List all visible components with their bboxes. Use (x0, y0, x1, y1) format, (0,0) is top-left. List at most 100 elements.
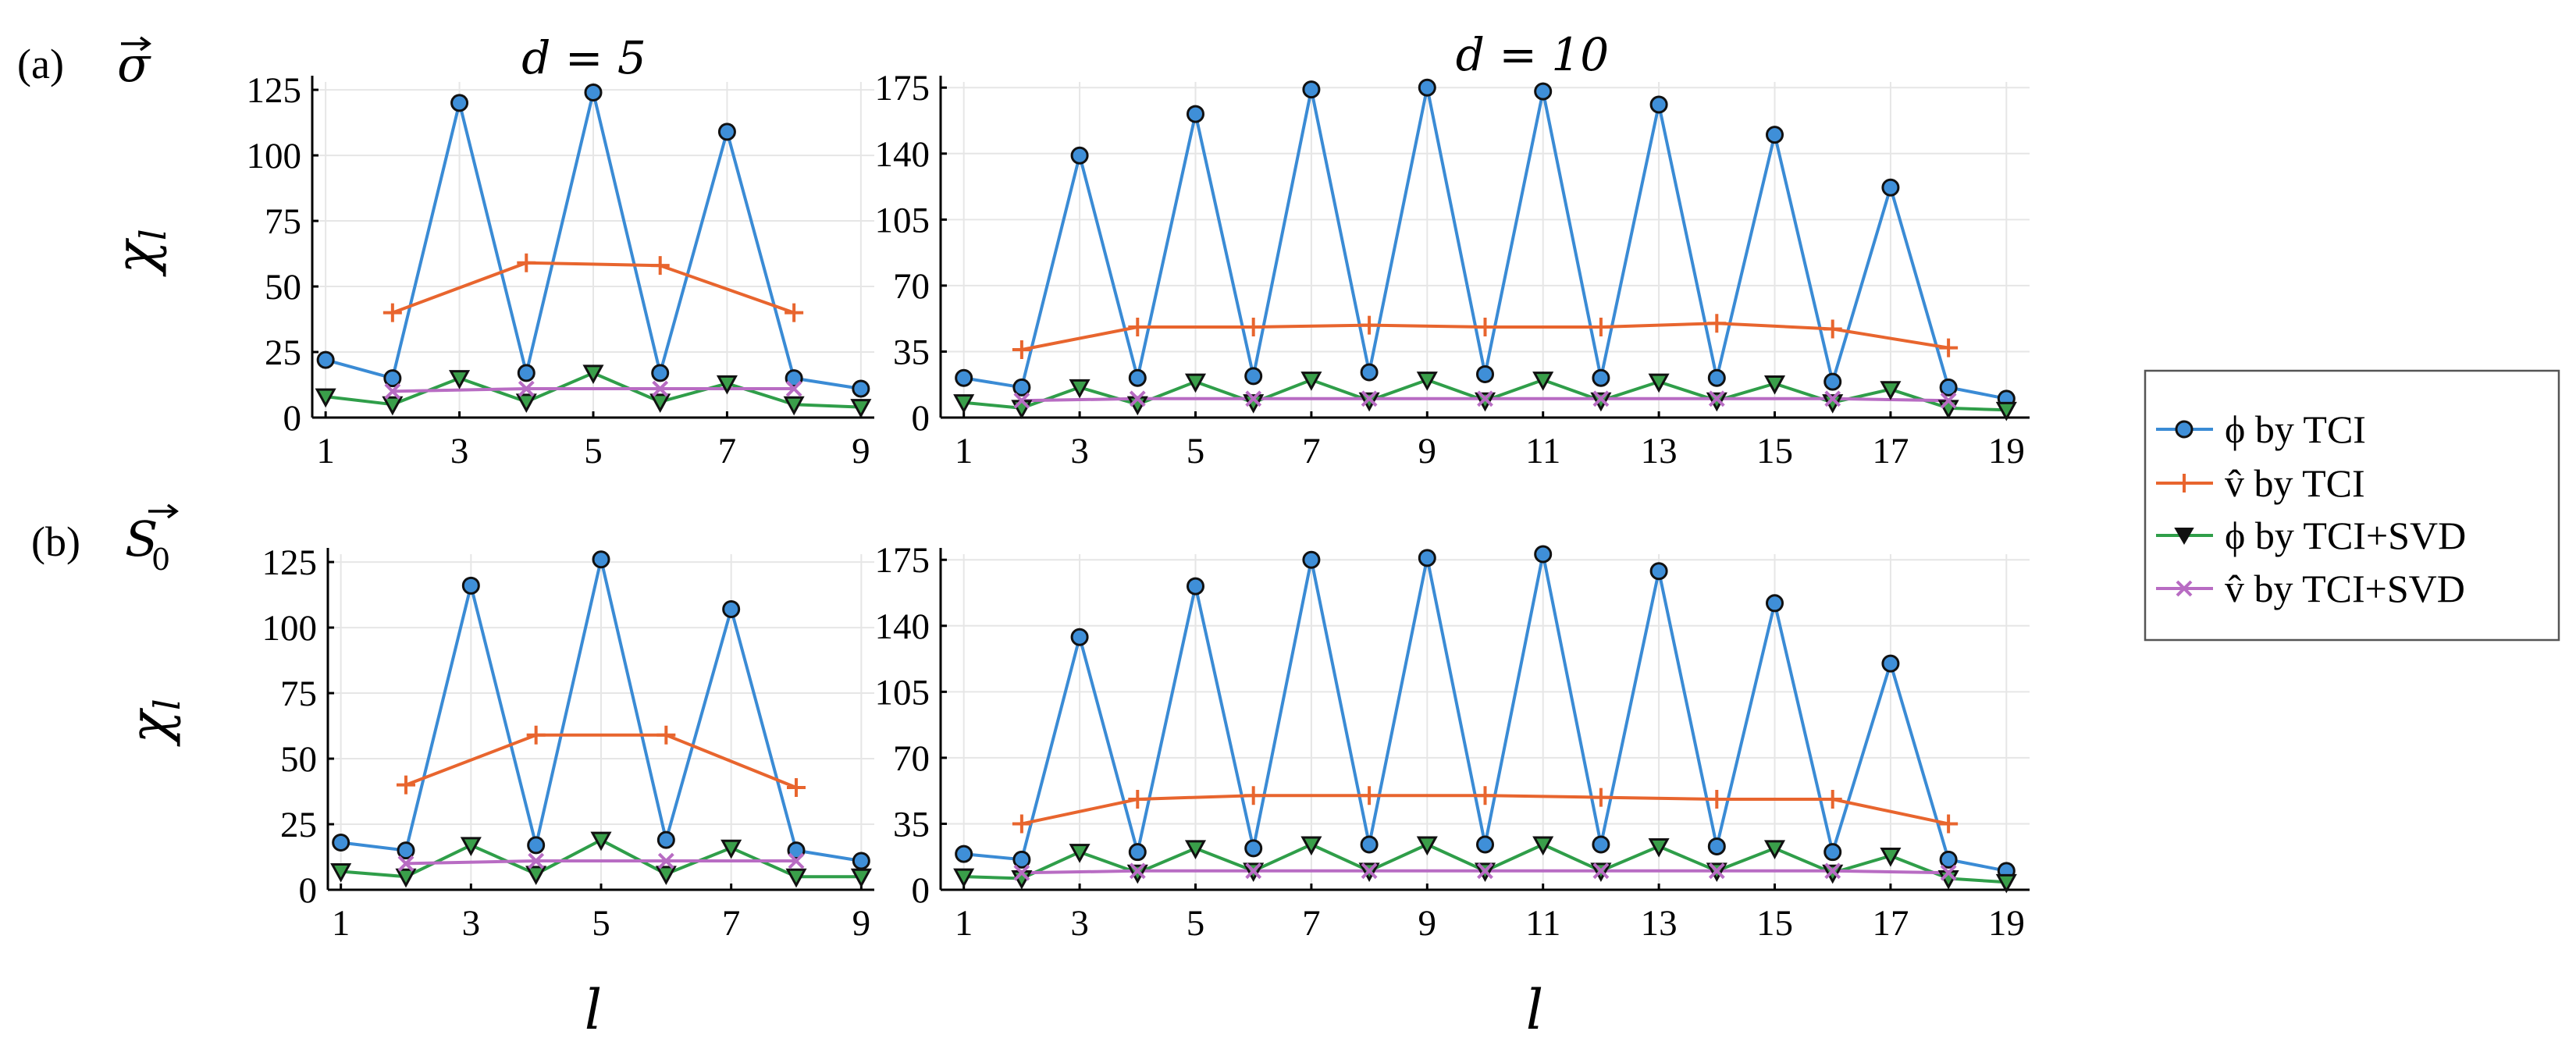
data-point (592, 550, 610, 569)
data-point (787, 841, 806, 860)
data-point (1128, 318, 1147, 337)
data-point (1823, 843, 1842, 862)
data-point (1129, 390, 1146, 407)
legend-x-marker (2176, 580, 2193, 597)
data-point (1939, 378, 1958, 396)
plot-b-d5: 1 3 5 7 9 0 25 50 75 100 125 (262, 542, 874, 944)
data-point (1823, 372, 1842, 391)
data-point (1474, 392, 1496, 412)
x-tick-label: 7 (722, 903, 741, 944)
data-point (652, 380, 669, 397)
plot-a-d5: 1 3 5 7 9 0 25 50 75 100 125 (247, 70, 874, 471)
data-point (1766, 594, 1784, 613)
data-point (1707, 314, 1727, 333)
quantity-label-s0: S 0 (125, 503, 179, 577)
data-point (1012, 378, 1031, 396)
data-point (716, 375, 738, 395)
data-point (397, 855, 415, 872)
x-tick-label: 13 (1641, 903, 1678, 944)
legend-entry-v-tci: v̂ by TCI (2156, 461, 2365, 505)
data-point (526, 725, 546, 745)
xlabel-left: l (585, 978, 602, 1042)
y-tick-label: 75 (280, 674, 317, 714)
data-point (1418, 549, 1436, 567)
data-point (461, 576, 480, 595)
x-tick-label: 15 (1756, 903, 1793, 944)
legend-triangle-marker (2174, 528, 2194, 545)
data-point (785, 868, 807, 888)
data-point (460, 837, 482, 857)
data-point (657, 852, 674, 869)
x-tick-label: 13 (1641, 431, 1678, 471)
data-point (1244, 786, 1263, 805)
data-point (1070, 628, 1089, 646)
data-point (395, 868, 417, 888)
panel-label-b: (b) (31, 518, 80, 565)
data-point (852, 852, 870, 870)
data-point (1532, 372, 1554, 391)
s-symbol: S (125, 510, 158, 567)
data-point (1361, 862, 1378, 880)
x-tick-label: 3 (462, 903, 481, 944)
y-tick-label: 105 (875, 672, 930, 713)
data-point (1591, 788, 1610, 807)
data-point (955, 368, 973, 387)
data-point (1012, 340, 1031, 360)
data-point (850, 399, 872, 418)
data-point (515, 393, 537, 413)
data-point (1013, 392, 1030, 409)
y-tick-label: 175 (875, 68, 930, 108)
data-point (1763, 840, 1786, 859)
data-point (1881, 654, 1900, 673)
x-tick-label: 5 (584, 431, 603, 471)
data-point (720, 839, 742, 859)
data-point (1128, 368, 1147, 387)
data-point (955, 845, 973, 863)
data-point (584, 83, 603, 101)
x-tick-label: 3 (1070, 903, 1089, 944)
x-tick-label: 5 (1187, 903, 1205, 944)
data-point (1648, 837, 1670, 858)
x-tick-label: 7 (1302, 431, 1321, 471)
data-point (651, 364, 670, 382)
data-point (953, 394, 975, 414)
y-tick-label: 0 (299, 870, 318, 911)
y-tick-label: 140 (875, 134, 930, 175)
data-point (1824, 390, 1841, 407)
data-point (852, 379, 870, 398)
data-point (518, 380, 535, 397)
y-tick-label: 0 (912, 870, 930, 911)
ylabel-a: χl (104, 229, 174, 277)
data-point (1416, 836, 1438, 856)
data-point (1881, 178, 1900, 197)
data-point (1649, 95, 1668, 114)
data-point (1477, 862, 1493, 880)
data-point (528, 852, 545, 869)
data-point (1591, 318, 1610, 337)
x-tick-label: 7 (718, 431, 737, 471)
data-point (582, 364, 604, 385)
data-point (1186, 577, 1204, 596)
data-point (1940, 864, 1957, 881)
y-tick-label: 100 (247, 136, 302, 176)
data-point (332, 834, 350, 852)
data-point (1592, 862, 1610, 880)
data-point (1534, 82, 1553, 101)
data-point (330, 862, 352, 883)
data-point (650, 256, 670, 276)
legend-entry-phi-svd: ϕ by TCI+SVD (2156, 514, 2466, 557)
data-point (787, 777, 806, 797)
data-point (1360, 363, 1379, 382)
data-point (1128, 843, 1147, 862)
x-tick-label: 17 (1872, 903, 1909, 944)
data-point (315, 388, 336, 408)
series-line (405, 733, 797, 789)
data-point (527, 836, 546, 855)
x-tick-label: 9 (852, 903, 871, 944)
data-point (1476, 364, 1494, 383)
data-point (1302, 80, 1321, 99)
data-point (783, 396, 805, 416)
y-tick-label: 35 (893, 804, 930, 845)
legend-label: v̂ by TCI (2225, 461, 2365, 505)
data-point (1128, 790, 1147, 809)
